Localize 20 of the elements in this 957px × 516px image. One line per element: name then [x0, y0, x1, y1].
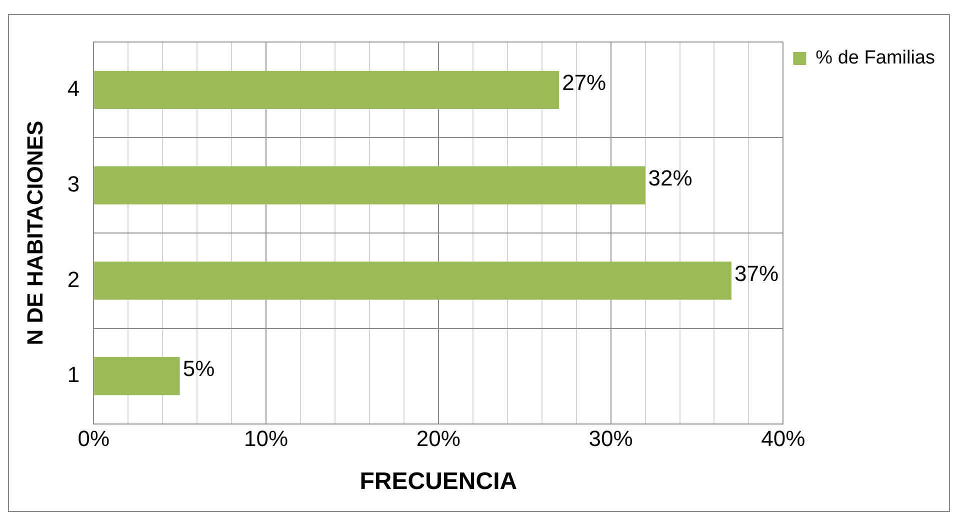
- x-axis-title: FRECUENCIA: [360, 468, 518, 496]
- y-tick-label: 3: [67, 171, 80, 196]
- y-axis-title: N DE HABITACIONES: [22, 120, 48, 346]
- x-tick-label: 30%: [588, 426, 633, 452]
- data-label: 27%: [562, 70, 606, 95]
- bar: [94, 357, 180, 396]
- y-tick-label: 4: [67, 76, 80, 101]
- bar: [94, 166, 646, 204]
- x-tick-label: 0%: [78, 426, 110, 452]
- data-label: 37%: [734, 260, 779, 286]
- legend-label: % de Familias: [816, 48, 936, 69]
- data-label: 32%: [648, 165, 692, 190]
- x-tick-label: 40%: [761, 426, 806, 452]
- x-tick-label: 10%: [244, 426, 288, 452]
- data-label: 5%: [182, 356, 215, 382]
- y-tick-label: 1: [67, 362, 80, 388]
- bar: [94, 262, 732, 300]
- x-tick-label: 20%: [416, 426, 460, 452]
- bar: [94, 70, 560, 109]
- y-tick-label: 2: [67, 266, 80, 292]
